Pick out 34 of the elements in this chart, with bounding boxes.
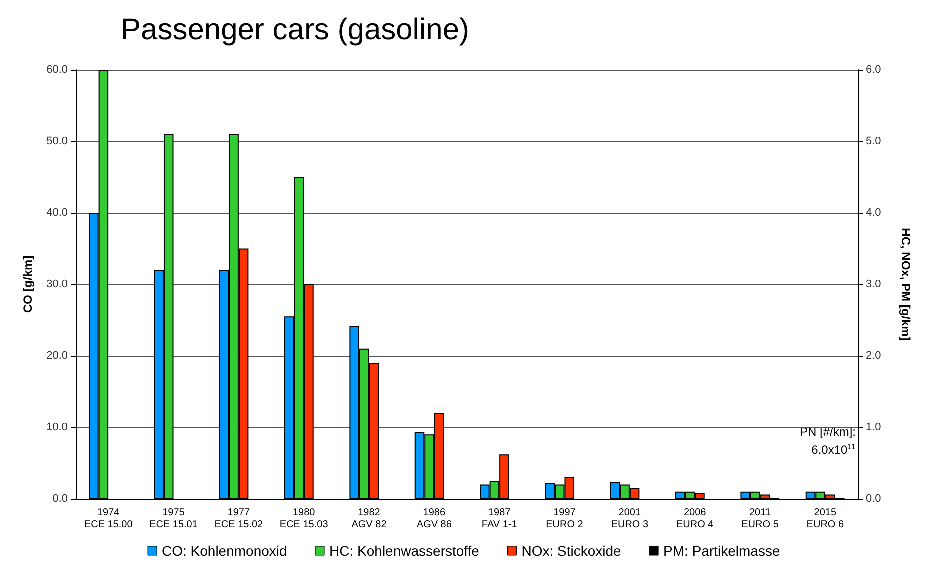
legend-label: HC: Kohlenwasserstoffe	[330, 543, 480, 559]
y2-tick-label: 5.0	[866, 136, 882, 148]
y-tick-label: 20.0	[46, 350, 68, 362]
x-tick-label: 2001 EURO 3	[611, 508, 649, 530]
x-tick-label: 1975 ECE 15.01	[150, 508, 198, 530]
y2-tick-label: 4.0	[866, 207, 882, 219]
y-tick-label: 50.0	[46, 136, 68, 148]
legend-label: NOx: Stickoxide	[522, 543, 622, 559]
x-tick-label: 2011 EURO 5	[742, 508, 780, 530]
y-tick-label: 10.0	[46, 422, 68, 434]
y-tick-label: 30.0	[46, 278, 68, 290]
y2-tick-label: 6.0	[866, 64, 882, 76]
x-tick-label: 1977 ECE 15.02	[214, 508, 264, 530]
annotation: PN [#/km]:	[800, 425, 856, 439]
x-tick-label: 1987 FAV 1-1	[482, 508, 518, 530]
y-tick-label: 0.0	[52, 493, 68, 505]
x-tick-label: 2006 EURO 4	[676, 508, 714, 530]
y2-tick-label: 1.0	[866, 422, 882, 434]
y2-tick-label: 0.0	[866, 493, 882, 505]
y-axis-title: CO [g/km]	[21, 256, 35, 314]
y-tick-label: 60.0	[46, 64, 68, 76]
y2-tick-label: 2.0	[866, 350, 882, 362]
chart-title: Passenger cars (gasoline)	[121, 14, 470, 46]
legend-label: PM: Partikelmasse	[664, 543, 780, 559]
x-tick-label: 1974 ECE 15.00	[84, 508, 134, 530]
x-tick-label: 1982 AGV 82	[352, 508, 388, 530]
x-tick-label: 2015 EURO 6	[806, 508, 844, 530]
x-tick-label: 1997 EURO 2	[546, 508, 584, 530]
y2-tick-label: 3.0	[866, 278, 882, 290]
y-tick-label: 40.0	[46, 207, 68, 219]
x-tick-label: 1986 AGV 86	[416, 508, 452, 530]
legend-label: CO: Kohlenmonoxid	[162, 543, 288, 559]
x-tick-label: 1980 ECE 15.03	[280, 508, 329, 530]
y2-axis-title: HC, NOx, PM [g/km]	[899, 228, 913, 341]
